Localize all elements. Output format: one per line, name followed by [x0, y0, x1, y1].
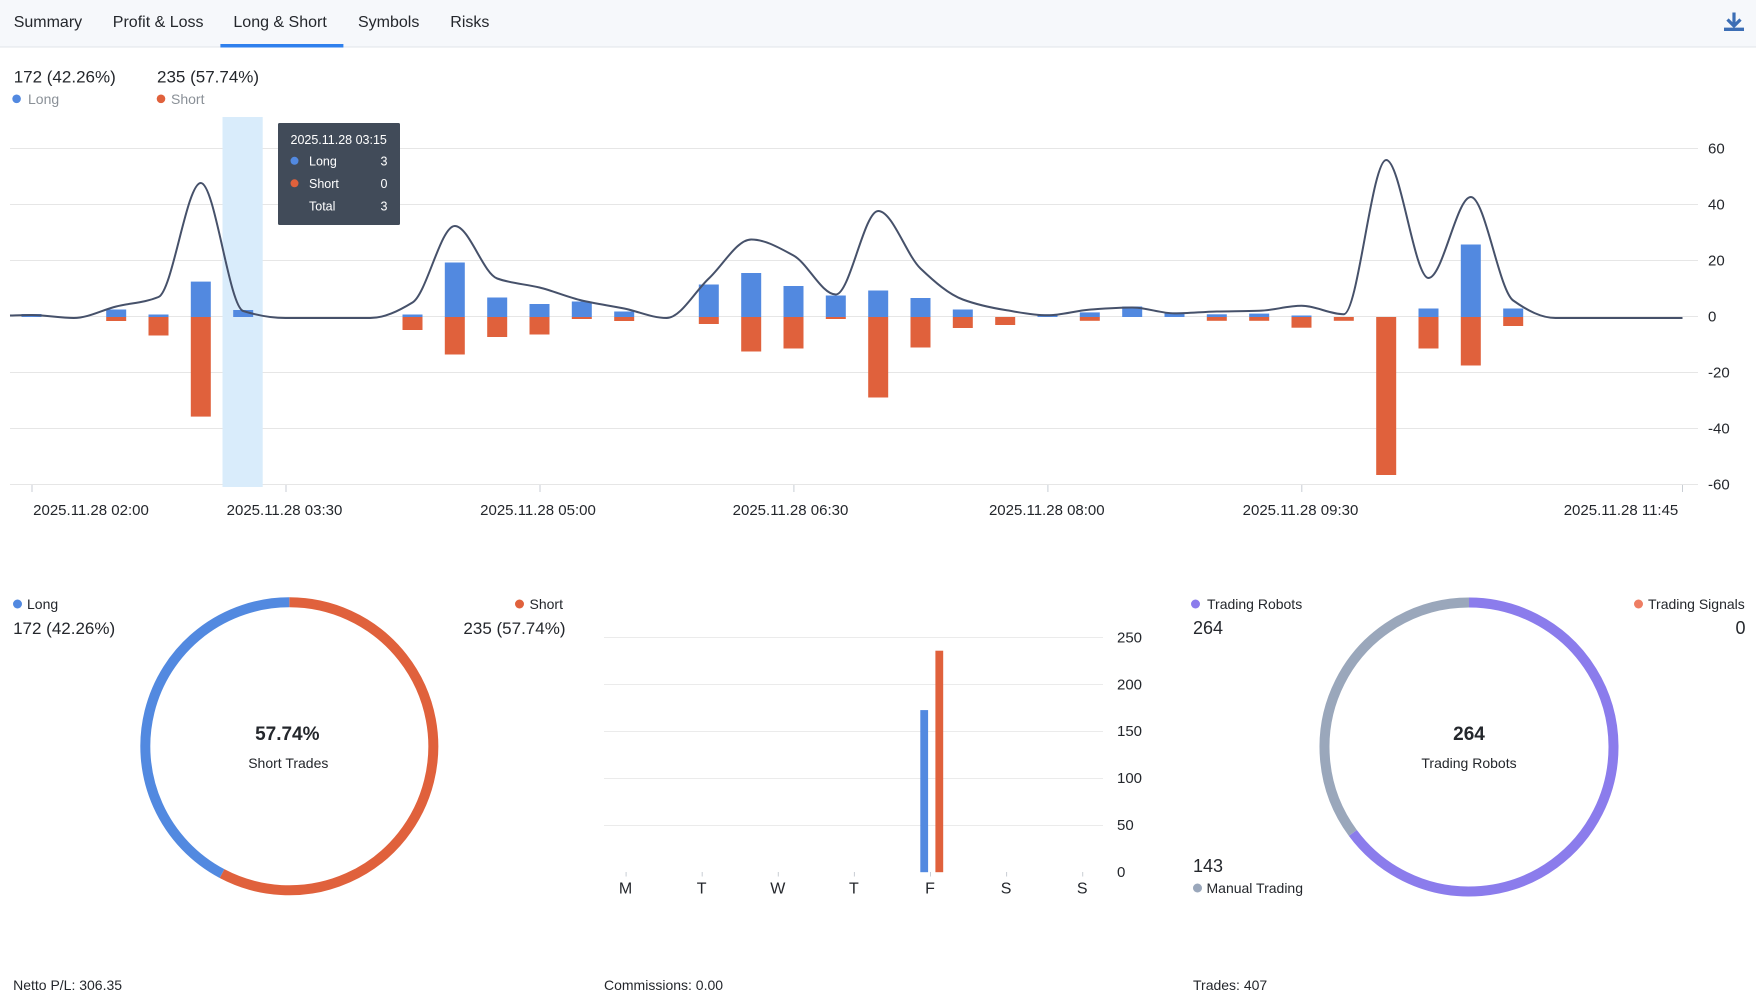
svg-text:Symbols: Symbols [358, 14, 419, 31]
svg-text:-40: -40 [1708, 421, 1730, 438]
svg-text:2025.11.28 03:30: 2025.11.28 03:30 [227, 502, 343, 519]
svg-text:0: 0 [1735, 618, 1745, 638]
svg-text:264: 264 [1453, 724, 1485, 745]
svg-text:264: 264 [1193, 618, 1223, 638]
svg-text:Trading Robots: Trading Robots [1421, 755, 1516, 771]
svg-text:2025.11.28 09:30: 2025.11.28 09:30 [1243, 502, 1359, 519]
svg-text:3: 3 [381, 200, 388, 214]
svg-text:T: T [849, 881, 859, 898]
svg-text:Netto P/L: 306.35: Netto P/L: 306.35 [13, 977, 122, 993]
svg-text:235 (57.74%): 235 (57.74%) [463, 619, 565, 638]
svg-text:M: M [619, 881, 632, 898]
svg-text:150: 150 [1117, 723, 1142, 740]
svg-text:Long: Long [309, 155, 337, 169]
svg-text:3: 3 [381, 155, 388, 169]
svg-text:0: 0 [1708, 309, 1716, 326]
svg-text:40: 40 [1708, 197, 1725, 214]
svg-text:-20: -20 [1708, 365, 1730, 382]
svg-text:Long & Short: Long & Short [233, 14, 327, 31]
svg-text:2025.11.28 08:00: 2025.11.28 08:00 [989, 502, 1105, 519]
svg-text:235 (57.74%): 235 (57.74%) [157, 68, 259, 87]
svg-text:2025.11.28 11:45: 2025.11.28 11:45 [1564, 502, 1679, 519]
svg-text:2025.11.28 05:00: 2025.11.28 05:00 [480, 502, 596, 519]
svg-text:172 (42.26%): 172 (42.26%) [13, 619, 115, 638]
svg-text:2025.11.28 02:00: 2025.11.28 02:00 [33, 502, 149, 519]
svg-text:Trading Robots: Trading Robots [1207, 596, 1302, 612]
svg-text:57.74%: 57.74% [255, 724, 320, 745]
svg-text:60: 60 [1708, 141, 1725, 158]
svg-text:Short Trades: Short Trades [248, 755, 328, 771]
svg-text:Short: Short [309, 177, 339, 191]
svg-text:2025.11.28 06:30: 2025.11.28 06:30 [733, 502, 849, 519]
svg-text:Trades: 407: Trades: 407 [1193, 977, 1267, 993]
svg-text:S: S [1001, 881, 1012, 898]
svg-text:20: 20 [1708, 253, 1725, 270]
svg-text:50: 50 [1117, 817, 1134, 834]
svg-text:Long: Long [28, 91, 59, 107]
svg-text:143: 143 [1193, 856, 1223, 876]
svg-text:Total: Total [309, 200, 335, 214]
svg-text:250: 250 [1117, 629, 1142, 646]
svg-text:Manual Trading: Manual Trading [1207, 880, 1304, 896]
svg-text:100: 100 [1117, 770, 1142, 787]
svg-text:T: T [697, 881, 707, 898]
svg-text:Short: Short [171, 91, 205, 107]
svg-text:0: 0 [381, 177, 388, 191]
svg-text:0: 0 [1117, 864, 1125, 881]
svg-text:Short: Short [530, 596, 564, 612]
svg-text:2025.11.28 03:15: 2025.11.28 03:15 [291, 133, 387, 147]
svg-text:172 (42.26%): 172 (42.26%) [14, 68, 116, 87]
svg-text:W: W [770, 881, 786, 898]
svg-text:F: F [925, 881, 935, 898]
svg-text:Risks: Risks [450, 14, 489, 31]
svg-text:-60: -60 [1708, 477, 1730, 494]
svg-text:200: 200 [1117, 676, 1142, 693]
svg-text:Long: Long [27, 596, 58, 612]
svg-text:Profit & Loss: Profit & Loss [113, 14, 204, 31]
svg-text:S: S [1077, 881, 1088, 898]
svg-text:Commissions: 0.00: Commissions: 0.00 [604, 977, 723, 993]
svg-text:Trading Signals: Trading Signals [1648, 596, 1745, 612]
svg-text:Summary: Summary [14, 14, 82, 31]
